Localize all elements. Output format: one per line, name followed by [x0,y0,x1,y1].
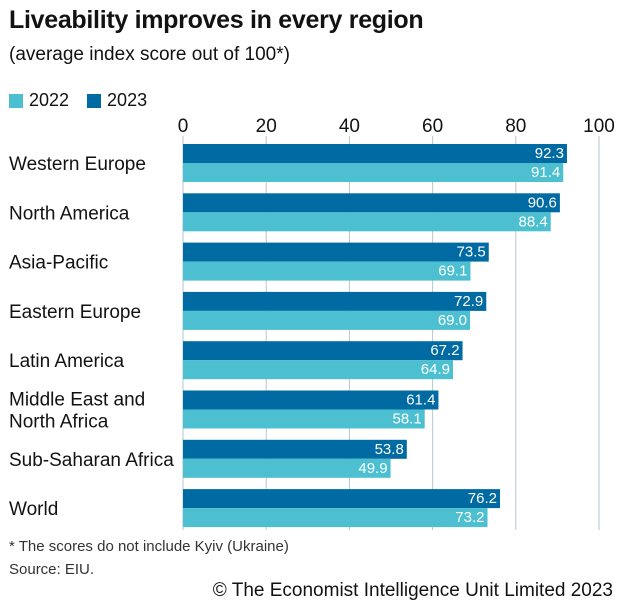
category-label-5-1: North Africa [9,412,109,433]
category-label-2: Asia-Pacific [9,253,108,274]
data-label-2023-2: 73.5 [457,244,486,261]
data-label-2023-1: 90.6 [528,194,557,211]
data-label-2022-6: 49.9 [358,460,387,477]
category-label-5-0: Middle East and [9,390,145,411]
data-label-2022-1: 88.4 [519,213,548,230]
category-label-0: Western Europe [9,154,146,175]
bar-2022-3 [183,310,471,330]
x-tick-label-40: 40 [339,116,360,137]
data-label-2023-5: 61.4 [406,392,435,409]
category-label-7: World [9,499,58,520]
bar-2023-5 [183,390,439,410]
bar-2022-6 [183,458,391,478]
category-label-4: Latin America [9,351,125,372]
x-tick-label-100: 100 [583,116,615,137]
legend-label-2022: 2022 [29,90,70,110]
data-label-2023-0: 92.3 [535,145,564,162]
chart-subtitle: (average index score out of 100*) [9,44,290,65]
data-label-2023-7: 76.2 [468,490,497,507]
bar-2022-0 [183,163,564,182]
bar-2023-2 [183,242,489,262]
legend-item-2022: 2022 [9,90,69,111]
data-label-2023-6: 53.8 [375,441,404,458]
legend-label-2023: 2023 [107,90,148,110]
data-label-2023-3: 72.9 [454,293,483,310]
x-tick-label-60: 60 [422,116,443,137]
bar-2022-5 [183,409,425,429]
bar-2023-3 [183,291,487,311]
data-label-2022-0: 91.4 [531,164,560,181]
data-label-2022-3: 69.0 [438,312,467,329]
x-tick-label-80: 80 [505,116,526,137]
x-tick-label-0: 0 [178,116,189,137]
bar-2022-7 [183,508,488,528]
footnote: * The scores do not include Kyiv (Ukrain… [9,538,289,555]
category-label-6: Sub-Saharan Africa [9,450,174,471]
copyright-note: © The Economist Intelligence Unit Limite… [212,580,613,601]
data-label-2022-4: 64.9 [421,361,450,378]
bar-2022-2 [183,261,471,281]
legend-item-2023: 2023 [87,90,147,111]
bar-2023-1 [183,193,560,213]
legend-swatch-2023 [87,93,102,108]
bar-2022-1 [183,212,551,232]
bar-2022-4 [183,360,453,380]
data-label-2023-4: 67.2 [430,342,459,359]
bar-2023-7 [183,489,500,509]
category-label-3: Eastern Europe [9,302,141,323]
bar-2023-6 [183,439,407,459]
chart-title: Liveability improves in every region [9,6,424,34]
legend: 2022 2023 [9,90,165,111]
legend-swatch-2022 [9,93,23,108]
bar-2023-4 [183,341,463,361]
data-label-2022-5: 58.1 [392,411,421,428]
data-label-2022-2: 69.1 [438,263,467,280]
category-label-1: North America [9,203,130,224]
source-note: Source: EIU. [9,561,95,578]
data-label-2022-7: 73.2 [455,509,484,526]
x-tick-label-20: 20 [256,116,277,137]
bar-2023-0 [183,144,567,163]
